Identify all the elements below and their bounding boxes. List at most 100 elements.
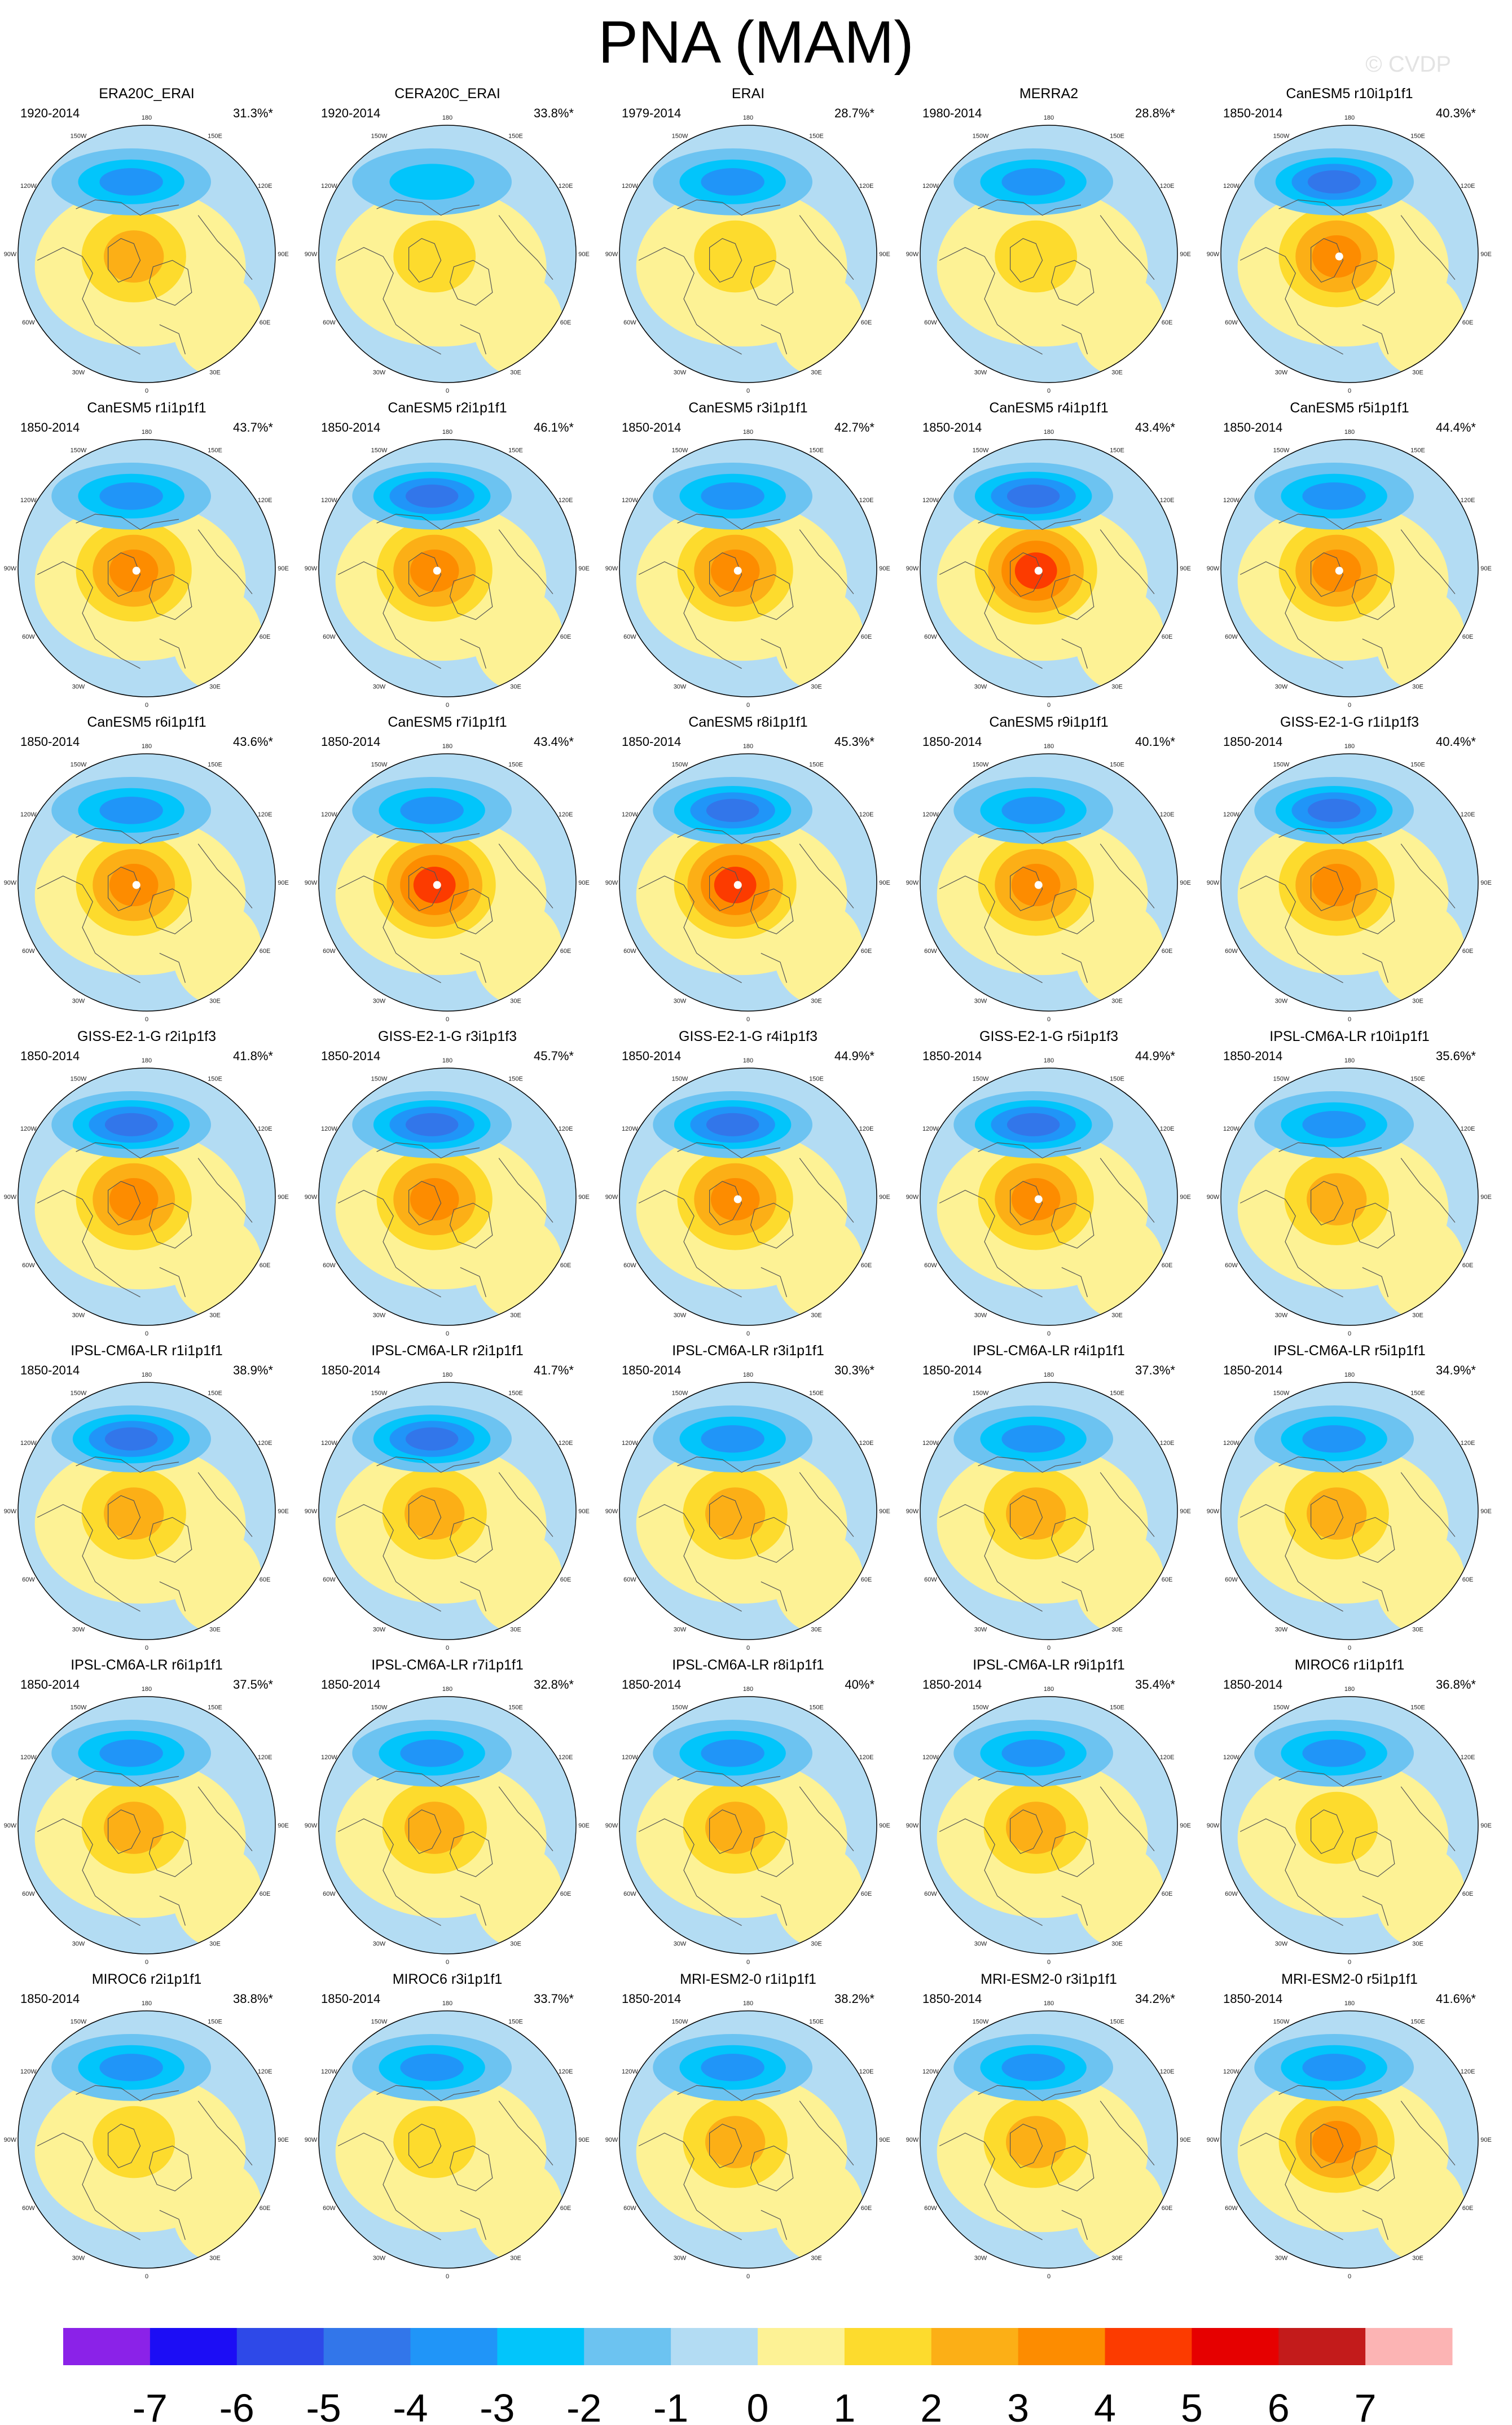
map-panel: 180 150E 120E 90E 60E 30E 0 30W 60W 90W 120W 150W IP… [605, 1657, 890, 1966]
longitude-label: 30E [510, 2255, 521, 2262]
longitude-label: 90E [879, 251, 890, 258]
longitude-label: 90E [278, 880, 289, 886]
map-panel: 180 150E 120E 90E 60E 30E 0 30W 60W 90W 120W 150W GI… [605, 1029, 890, 1337]
map-panel: 180 150E 120E 90E 60E 30E 0 30W 60W 90W 120W 150W MI… [305, 1971, 590, 2280]
panel-variance: 46.1%* [534, 420, 574, 434]
coastlines [337, 1142, 553, 1298]
longitude-label: 180 [442, 743, 452, 750]
longitude-label: 90E [578, 2137, 590, 2143]
longitude-label: 0 [1047, 1645, 1051, 1651]
pattern-field [18, 2011, 275, 2268]
longitude-label: 150E [1410, 761, 1425, 768]
longitude-label: 180 [1344, 429, 1355, 436]
panel-period: 1850-2014 [1223, 106, 1282, 120]
longitude-label: 30E [811, 1312, 822, 1319]
longitude-label: 120E [258, 183, 272, 190]
longitude-label: 120E [258, 1754, 272, 1761]
longitude-label: 120E [859, 2068, 874, 2075]
positive-region [172, 2159, 263, 2262]
longitude-label: 0 [746, 702, 750, 709]
panel-variance: 41.8%* [233, 1049, 273, 1063]
map-boundary [619, 1382, 877, 1640]
pattern-field [18, 1068, 275, 1325]
pattern-field [319, 125, 576, 383]
longitude-label: 120E [859, 811, 874, 818]
longitude-label: 30E [1412, 998, 1423, 1005]
positive-region [1375, 1530, 1466, 1633]
map-panel: 180 150E 120E 90E 60E 30E 0 30W 60W 90W 120W 150W IP… [906, 1657, 1191, 1966]
longitude-label: 0 [446, 1330, 449, 1337]
map-panel: 180 150E 120E 90E 60E 30E 0 30W 60W 90W 120W 150W ME… [906, 86, 1191, 394]
longitude-label: 0 [1047, 388, 1051, 394]
longitude-label: 60W [623, 948, 636, 955]
longitude-label: 90E [578, 1508, 590, 1515]
positive-contour [410, 1178, 459, 1221]
panel-period: 1850-2014 [622, 735, 681, 749]
positive-region [172, 902, 263, 1005]
longitude-label: 120W [622, 1440, 638, 1447]
longitude-label: 120E [859, 497, 874, 504]
longitude-label: 0 [1348, 1016, 1351, 1023]
map-boundary [318, 1696, 577, 1954]
panel-variance: 43.4%* [534, 735, 574, 749]
longitude-label: 120W [1223, 2068, 1240, 2075]
longitude-label: 120E [1160, 183, 1175, 190]
pattern-field [1221, 2011, 1478, 2268]
positive-contour [393, 220, 476, 293]
coastlines [1240, 199, 1456, 355]
longitude-label: 90W [4, 251, 17, 258]
longitude-label: 180 [442, 429, 452, 436]
longitude-label: 90W [605, 1194, 618, 1201]
longitude-label: 30E [1412, 370, 1423, 376]
panel-period: 1850-2014 [1223, 1992, 1282, 2006]
longitude-label: 60E [260, 2205, 271, 2212]
longitude-label: 60E [1462, 1891, 1474, 1897]
positive-contour [1312, 863, 1361, 907]
panel-period: 1850-2014 [20, 1363, 80, 1377]
map-panel: 180 150E 120E 90E 60E 30E 0 30W 60W 90W 120W 150W Ca… [4, 714, 289, 1023]
panel-period: 1850-2014 [20, 1677, 80, 1692]
map-boundary [318, 439, 577, 697]
longitude-label: 120E [258, 811, 272, 818]
negative-contour [389, 164, 474, 200]
longitude-label: 60E [560, 319, 572, 326]
longitude-label: 180 [743, 1686, 753, 1693]
longitude-label: 120E [258, 1126, 272, 1132]
colorbar-swatch [1365, 2328, 1453, 2365]
longitude-label: 90W [1207, 565, 1220, 572]
longitude-label: 90W [4, 2137, 17, 2143]
longitude-label: 120E [559, 2068, 573, 2075]
panel-title: IPSL-CM6A-LR r9i1p1f1 [973, 1657, 1125, 1673]
coastlines [638, 1142, 854, 1298]
panel-period: 1850-2014 [20, 1992, 80, 2006]
longitude-label: 0 [1047, 1330, 1051, 1337]
longitude-label: 60E [560, 2205, 572, 2212]
longitude-label: 180 [1044, 115, 1054, 121]
pattern-field [18, 440, 275, 697]
positive-contour [694, 220, 777, 293]
longitude-label: 90E [1480, 251, 1492, 258]
longitude-label: 150W [1273, 761, 1290, 768]
longitude-label: 60W [323, 2205, 336, 2212]
colorbar-swatch [758, 2328, 845, 2365]
negative-contour [1006, 1113, 1060, 1136]
map-boundary [619, 1696, 877, 1954]
longitude-label: 120E [258, 2068, 272, 2075]
panel-title: MIROC6 r1i1p1f1 [1295, 1657, 1405, 1673]
panel-period: 1850-2014 [321, 420, 380, 434]
pattern-field [619, 1382, 877, 1640]
longitude-label: 90E [1480, 1822, 1492, 1829]
negative-contour [400, 1739, 464, 1767]
longitude-label: 180 [442, 1372, 452, 1378]
panel-variance: 28.7%* [834, 106, 874, 120]
pole-marker [733, 881, 742, 889]
colorbar-tick: 1 [833, 2386, 855, 2425]
colorbar-tick: 0 [747, 2386, 769, 2425]
longitude-label: 150E [1410, 2018, 1425, 2025]
longitude-label: 30E [510, 1627, 521, 1633]
longitude-label: 150E [508, 447, 523, 454]
positive-contour [104, 230, 164, 283]
longitude-label: 60E [1162, 1891, 1173, 1897]
longitude-label: 60E [1162, 1262, 1173, 1269]
coastlines [638, 2085, 854, 2241]
